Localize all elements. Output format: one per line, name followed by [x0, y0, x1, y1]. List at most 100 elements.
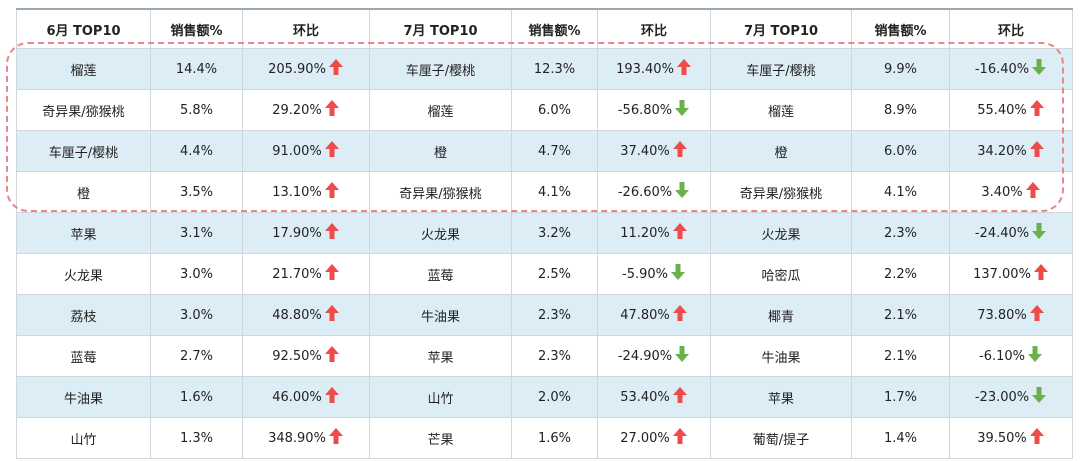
change-cell-july-b: 55.40% — [949, 89, 1073, 131]
header-july-sales-pct-b: 销售额% — [851, 8, 950, 49]
table-row: 榴莲 14.4% 205.90% 车厘子/樱桃 12.3% 193.40% 车厘子/樱桃 9.… — [16, 48, 1073, 90]
arrow-up-icon — [1029, 304, 1045, 326]
fruit-name-june: 苹果 — [16, 212, 151, 254]
header-july-change-b: 环比 — [949, 8, 1073, 49]
fruit-name-july-a: 车厘子/樱桃 — [369, 48, 512, 90]
fruit-name-july-b: 牛油果 — [710, 335, 852, 377]
sales-pct-july-b: 1.4% — [851, 417, 950, 459]
sales-pct-july-a: 2.3% — [511, 335, 598, 377]
change-value: -56.80% — [617, 102, 673, 118]
fruit-name-july-b: 哈密瓜 — [710, 253, 852, 295]
fruit-name-july-b: 橙 — [710, 130, 852, 172]
sales-pct-june: 1.3% — [150, 417, 243, 459]
header-july-top10-a: 7月 TOP10 — [369, 8, 512, 49]
change-cell-june: 13.10% — [242, 171, 370, 213]
change-value-group: 205.90% — [268, 58, 344, 80]
arrow-up-icon — [1029, 140, 1045, 162]
change-value: 27.00% — [620, 430, 670, 446]
change-cell-july-b: -6.10% — [949, 335, 1073, 377]
arrow-down-icon — [674, 181, 690, 203]
arrow-down-icon — [1031, 58, 1047, 80]
fruit-name-july-b: 榴莲 — [710, 89, 852, 131]
header-july-top10-b: 7月 TOP10 — [710, 8, 852, 49]
change-cell-july-b: -24.40% — [949, 212, 1073, 254]
change-cell-july-a: 11.20% — [597, 212, 711, 254]
change-value: 55.40% — [977, 102, 1027, 118]
change-cell-june: 21.70% — [242, 253, 370, 295]
change-value: 53.40% — [620, 389, 670, 405]
arrow-up-icon — [328, 58, 344, 80]
table-header-row: 6月 TOP10 销售额% 环比 7月 TOP10 销售额% 环比 7月 TOP… — [16, 8, 1073, 49]
fruit-name-july-a: 蓝莓 — [369, 253, 512, 295]
change-cell-july-a: -26.60% — [597, 171, 711, 213]
change-value: -24.40% — [974, 225, 1030, 241]
change-value: 3.40% — [981, 184, 1023, 200]
fruit-name-june: 车厘子/樱桃 — [16, 130, 151, 172]
sales-pct-july-b: 9.9% — [851, 48, 950, 90]
change-cell-july-b: -23.00% — [949, 376, 1073, 418]
arrow-up-icon — [324, 181, 340, 203]
sales-pct-june: 1.6% — [150, 376, 243, 418]
change-value-group: 55.40% — [977, 99, 1045, 121]
header-june-top10: 6月 TOP10 — [16, 8, 151, 49]
arrow-down-icon — [670, 263, 686, 285]
fruit-name-july-b: 奇异果/猕猴桃 — [710, 171, 852, 213]
arrow-up-icon — [676, 58, 692, 80]
change-cell-june: 48.80% — [242, 294, 370, 336]
sales-pct-july-a: 1.6% — [511, 417, 598, 459]
arrow-down-icon — [674, 99, 690, 121]
change-value: -26.60% — [617, 184, 673, 200]
sales-pct-june: 2.7% — [150, 335, 243, 377]
sales-pct-july-b: 2.1% — [851, 335, 950, 377]
change-value-group: 39.50% — [977, 427, 1045, 449]
header-july-sales-pct-a: 销售额% — [511, 8, 598, 49]
change-cell-july-b: 34.20% — [949, 130, 1073, 172]
change-value-group: 46.00% — [272, 386, 340, 408]
change-value-group: 13.10% — [272, 181, 340, 203]
change-value-group: -6.10% — [979, 345, 1043, 367]
change-cell-june: 46.00% — [242, 376, 370, 418]
change-value: 17.90% — [272, 225, 322, 241]
fruit-name-june: 牛油果 — [16, 376, 151, 418]
change-value-group: -24.90% — [618, 345, 690, 367]
arrow-up-icon — [324, 222, 340, 244]
change-value-group: -23.00% — [975, 386, 1047, 408]
arrow-up-icon — [328, 427, 344, 449]
arrow-up-icon — [1029, 99, 1045, 121]
fruit-name-july-b: 火龙果 — [710, 212, 852, 254]
change-value-group: -24.40% — [975, 222, 1047, 244]
change-value: 137.00% — [973, 266, 1031, 282]
change-cell-july-a: 47.80% — [597, 294, 711, 336]
change-value-group: -56.80% — [618, 99, 690, 121]
sales-pct-july-a: 4.1% — [511, 171, 598, 213]
sales-pct-june: 3.1% — [150, 212, 243, 254]
sales-pct-june: 3.0% — [150, 294, 243, 336]
change-value: 37.40% — [620, 143, 670, 159]
change-value-group: 73.80% — [977, 304, 1045, 326]
arrow-up-icon — [672, 304, 688, 326]
sales-pct-june: 5.8% — [150, 89, 243, 131]
change-value: 11.20% — [620, 225, 670, 241]
arrow-down-icon — [674, 345, 690, 367]
sales-pct-july-a: 3.2% — [511, 212, 598, 254]
table-row: 牛油果 1.6% 46.00% 山竹 2.0% 53.40% 苹果 1.7% -23.00% — [16, 376, 1073, 418]
change-value-group: 47.80% — [620, 304, 688, 326]
change-value-group: 48.80% — [272, 304, 340, 326]
change-value: 21.70% — [272, 266, 322, 282]
sales-pct-july-a: 2.0% — [511, 376, 598, 418]
change-value-group: 348.90% — [268, 427, 344, 449]
arrow-up-icon — [324, 386, 340, 408]
change-value: 205.90% — [268, 61, 326, 77]
change-cell-july-a: 193.40% — [597, 48, 711, 90]
header-june-sales-pct: 销售额% — [150, 8, 243, 49]
change-value: 29.20% — [272, 102, 322, 118]
change-cell-june: 17.90% — [242, 212, 370, 254]
change-cell-june: 92.50% — [242, 335, 370, 377]
fruit-name-july-a: 苹果 — [369, 335, 512, 377]
change-value-group: 3.40% — [981, 181, 1040, 203]
table-row: 蓝莓 2.7% 92.50% 苹果 2.3% -24.90% 牛油果 2.1% -6.10% — [16, 335, 1073, 377]
fruit-name-june: 橙 — [16, 171, 151, 213]
change-value-group: 193.40% — [616, 58, 692, 80]
change-value-group: 17.90% — [272, 222, 340, 244]
header-june-change: 环比 — [242, 8, 370, 49]
